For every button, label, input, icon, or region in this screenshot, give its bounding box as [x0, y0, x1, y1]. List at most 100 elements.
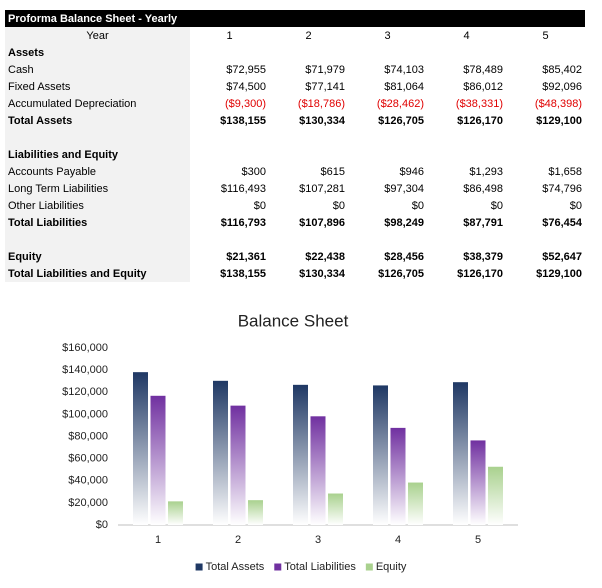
bar: [133, 372, 148, 525]
cell: $138,155: [220, 267, 266, 280]
row: Total Liabilities $116,793 $107,896 $98,249…: [5, 214, 585, 231]
cell: $78,489: [463, 63, 503, 76]
cell: ($28,462): [376, 97, 424, 110]
cell: $126,705: [378, 267, 424, 280]
cell: $74,500: [226, 80, 266, 93]
cell: Year: [5, 27, 190, 44]
cell: [5, 129, 190, 146]
row: Accounts Payable $300 $615 $946 $1,293 $1,658: [5, 163, 585, 180]
bar: [150, 395, 166, 525]
cell: $946: [399, 165, 424, 178]
cell: [190, 44, 585, 61]
y-tick-label: $140,000: [62, 364, 108, 376]
cell: $129,100: [536, 114, 582, 127]
cell: 4: [463, 29, 470, 42]
row: Total Liabilities and Equity $138,155 $130…: [5, 265, 585, 282]
spacer-row: [5, 129, 585, 146]
cell: $130,334: [299, 267, 345, 280]
y-tick-label: $120,000: [62, 386, 108, 398]
cell: $0: [253, 199, 266, 212]
cell: [190, 231, 585, 248]
cell: Accounts Payable: [5, 163, 190, 180]
cell: [190, 129, 585, 146]
x-tick-label: 2: [235, 534, 241, 546]
legend-swatch: [365, 563, 373, 571]
row: Cash $72,955 $71,979 $74,103 $78,489 $85,402: [5, 61, 585, 78]
cell: $138,155: [220, 114, 266, 127]
cell: Total Liabilities: [5, 214, 190, 231]
section-row: Liabilities and Equity: [5, 146, 585, 163]
header-row: Year 1 2 3 4 5: [5, 27, 585, 44]
cell: $28,456: [384, 250, 424, 263]
cell: $77,141: [305, 80, 345, 93]
cell: $38,379: [463, 250, 503, 263]
chart: Balance Sheet $0 $20,000 $40,000 $60,000 $80…: [62, 311, 518, 573]
row: Other Liabilities $0 $0 $0 $0 $0: [5, 197, 585, 214]
y-tick-label: $20,000: [68, 497, 108, 509]
legend-label: Equity: [376, 561, 407, 573]
row: Accumulated Depreciation ($9,300) ($18,786…: [5, 95, 585, 112]
bar: [408, 482, 423, 525]
cell: $22,438: [305, 250, 345, 263]
cell: ($48,398): [534, 97, 582, 110]
legend-label: Total Assets: [206, 561, 265, 573]
cell: $107,896: [299, 216, 345, 229]
cell: $116,793: [220, 216, 266, 229]
cell: $74,796: [542, 182, 582, 195]
y-tick-label: $0: [96, 519, 108, 531]
x-tick-label: 1: [155, 534, 161, 546]
x-tick-label: 4: [395, 534, 401, 546]
cell: $97,304: [384, 182, 424, 195]
y-tick-label: $60,000: [68, 453, 108, 465]
cell: $126,170: [457, 267, 503, 280]
cell: $72,955: [226, 63, 266, 76]
cell: Cash: [5, 61, 190, 78]
cell: $129,100: [536, 267, 582, 280]
cell: Accumulated Depreciation: [5, 95, 190, 112]
bar: [390, 427, 406, 525]
bar: [373, 385, 388, 525]
cell: $300: [241, 165, 266, 178]
cell: $130,334: [299, 114, 345, 127]
bar: [248, 500, 263, 525]
cell: $107,281: [299, 182, 345, 195]
cell: $0: [332, 199, 345, 212]
cell: $81,064: [384, 80, 424, 93]
y-tick-label: $80,000: [68, 430, 108, 442]
cell: $71,979: [305, 63, 345, 76]
bar: [230, 405, 246, 525]
bar: [453, 382, 468, 525]
legend-label: Total Liabilities: [284, 561, 356, 573]
chart-title: Balance Sheet: [238, 311, 349, 330]
cell: $1,293: [469, 165, 503, 178]
row: Fixed Assets $74,500 $77,141 $81,064 $86,012…: [5, 78, 585, 95]
bar: [470, 440, 486, 525]
section-row: Assets: [5, 44, 585, 61]
cell: $87,791: [463, 216, 503, 229]
bar: [310, 416, 326, 525]
cell: Long Term Liabilities: [5, 180, 190, 197]
cell: $126,705: [378, 114, 424, 127]
cell: $74,103: [384, 63, 424, 76]
y-tick-label: $40,000: [68, 475, 108, 487]
cell: Total Liabilities and Equity: [5, 265, 190, 282]
cell: Total Assets: [5, 112, 190, 129]
cell: ($38,331): [455, 97, 503, 110]
cell: $116,493: [220, 182, 266, 195]
bar: [293, 384, 308, 525]
cell: $21,361: [226, 250, 266, 263]
cell: $76,454: [542, 216, 582, 229]
cell: $52,647: [542, 250, 582, 263]
cell: Other Liabilities: [5, 197, 190, 214]
cell: Fixed Assets: [5, 78, 190, 95]
y-tick-label: $100,000: [62, 408, 108, 420]
cell: $1,658: [548, 165, 582, 178]
cell: $98,249: [384, 216, 424, 229]
cell: $0: [569, 199, 582, 212]
cell: [5, 231, 190, 248]
bar: [328, 493, 343, 525]
row: Long Term Liabilities $116,493 $107,281 $97…: [5, 180, 585, 197]
x-tick-label: 3: [315, 534, 321, 546]
bar: [488, 466, 503, 525]
